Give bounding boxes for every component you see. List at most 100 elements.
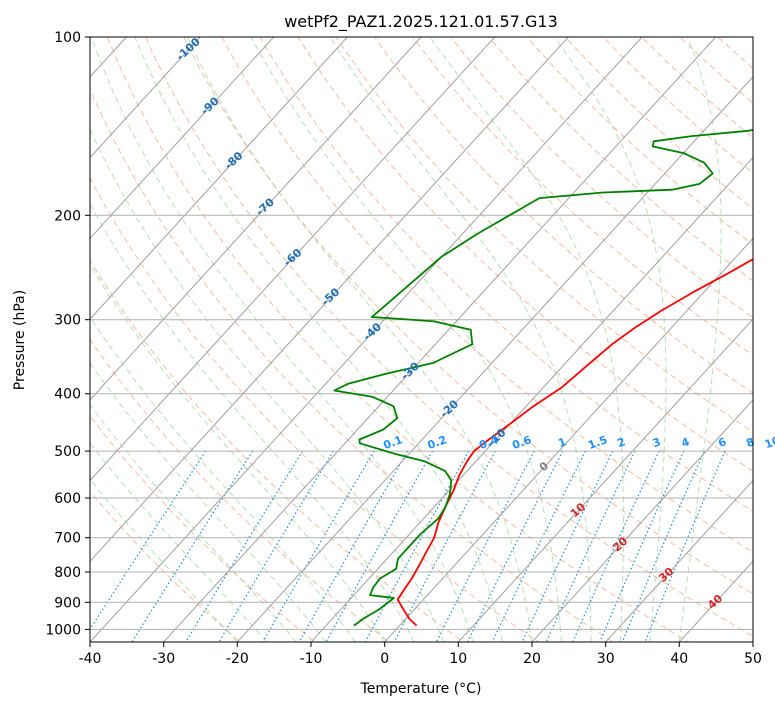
mixing-ratio-line xyxy=(599,450,685,642)
isotherm-line xyxy=(90,37,201,159)
y-tick-label: 100 xyxy=(54,30,81,46)
moist-adiabat-line xyxy=(90,37,474,642)
y-tick-label: 200 xyxy=(54,208,81,224)
dry-adiabat-line xyxy=(717,37,753,70)
mixing-ratio-label: 0.1 xyxy=(382,433,405,452)
isotherm-line xyxy=(310,156,753,642)
dry-adiabat-line xyxy=(412,37,753,356)
mixing-ratio-label: 10 xyxy=(763,434,775,452)
plot-frame xyxy=(89,36,754,643)
isotherm-line xyxy=(457,318,753,642)
mixing-ratio-line xyxy=(572,450,660,642)
mixing-ratio-line xyxy=(545,450,636,642)
y-tick-label: 700 xyxy=(54,531,81,547)
isotherm-line xyxy=(90,37,643,642)
mixing-ratio-line xyxy=(491,450,586,642)
moist-adiabat-line xyxy=(329,37,592,642)
isotherm-line xyxy=(162,37,717,642)
moist-adiabat-line xyxy=(90,362,327,642)
isotherm-line xyxy=(90,37,422,401)
mixing-ratio-line xyxy=(644,450,726,642)
mixing-ratio-line xyxy=(131,450,254,642)
dry-adiabat-line xyxy=(221,37,753,553)
isotherm-line xyxy=(752,641,753,642)
moist-adiabat-line xyxy=(90,263,386,642)
dry-adiabat-line xyxy=(335,37,753,433)
dry-adiabat-line xyxy=(90,415,316,642)
mixing-ratio-line xyxy=(521,450,614,642)
mixing-ratio-line xyxy=(218,450,334,642)
isotherm-line xyxy=(90,37,275,240)
mixing-ratio-label: 3 xyxy=(651,435,663,450)
mixing-ratio-label: 1 xyxy=(557,435,569,450)
mixing-ratio-line xyxy=(90,450,207,631)
dry-adiabat-line xyxy=(764,10,775,654)
y-tick-label: 300 xyxy=(54,313,81,329)
dry-adiabat-line xyxy=(602,37,753,174)
moist-adiabat-line xyxy=(134,37,503,642)
dry-adiabat-line xyxy=(373,37,753,394)
x-tick-label: 0 xyxy=(380,651,389,667)
isotherm-line xyxy=(678,560,753,642)
dry-adiabat-line xyxy=(90,88,615,642)
dewpoint-line xyxy=(333,129,753,627)
x-tick-label: -20 xyxy=(226,651,249,667)
mixing-ratio-label: 8 xyxy=(744,435,756,450)
dry-adiabat-line xyxy=(679,37,753,104)
mixing-ratio-label: 2 xyxy=(616,435,628,450)
x-tick-label: -30 xyxy=(152,651,175,667)
y-tick-label: 500 xyxy=(54,444,81,460)
isotherm-line xyxy=(90,37,496,482)
x-tick-label: 50 xyxy=(744,651,762,667)
isotherm-line xyxy=(383,237,753,642)
profile-series xyxy=(333,129,753,627)
dry-adiabat-line xyxy=(727,10,775,654)
moist-adiabat-line xyxy=(90,442,268,642)
y-axis-label: Pressure (hPa) xyxy=(12,290,28,390)
mixing-ratio-label: 0.2 xyxy=(426,433,449,452)
dry-adiabat-line xyxy=(90,177,540,642)
x-tick-label: 10 xyxy=(449,651,467,667)
dry-adiabat-line xyxy=(145,37,753,637)
dry-adiabat-line xyxy=(183,37,753,595)
mixing-ratio-line xyxy=(364,450,470,642)
x-axis-ticks: -40 -30 -20 -10 0 10 20 30 40 50 xyxy=(79,642,762,667)
y-tick-label: 900 xyxy=(54,595,81,611)
x-tick-label: 30 xyxy=(597,651,615,667)
x-axis-label: Temperature (°C) xyxy=(360,681,482,697)
pressure-gridlines xyxy=(90,37,753,630)
dry-adiabat-line xyxy=(488,37,753,282)
x-tick-label: 20 xyxy=(523,651,541,667)
isotherm-line xyxy=(90,37,349,320)
isotherm-line xyxy=(0,10,4,654)
mixing-ratio-line xyxy=(325,450,434,642)
chart-title: wetPf2_PAZ1.2025.121.01.57.G13 xyxy=(284,12,558,32)
moist-adiabat-line xyxy=(90,128,445,642)
isotherm-line xyxy=(236,76,753,642)
temperature-line xyxy=(396,258,753,627)
moist-adiabat-line xyxy=(429,37,624,642)
mixing-ratio-label: 4 xyxy=(680,435,692,450)
y-tick-label: 400 xyxy=(54,387,81,403)
isotherm-line xyxy=(604,479,753,642)
line-labels: -100-90-80-70-60-50-40-30-20-10010203040… xyxy=(174,35,775,612)
isotherm-line xyxy=(531,399,753,642)
background-lines xyxy=(0,10,775,654)
dry-adiabat-line xyxy=(106,37,690,642)
isotherm-line xyxy=(90,37,570,563)
y-axis-ticks: 100 200 300 400 500 600 700 800 900 1000 xyxy=(45,30,90,638)
x-tick-label: -40 xyxy=(79,651,102,667)
y-tick-label: 800 xyxy=(54,565,81,581)
moist-adiabat-line xyxy=(90,478,238,642)
dry-adiabat-line xyxy=(564,37,753,210)
mixing-ratio-line xyxy=(621,450,705,642)
moist-adiabat-line xyxy=(90,403,297,642)
moist-adiabat-line xyxy=(250,37,562,642)
y-tick-label: 1000 xyxy=(45,622,81,638)
moist-adiabat-line xyxy=(90,315,356,642)
mixing-ratio-line xyxy=(298,450,409,642)
dry-adiabat-line xyxy=(526,37,753,246)
moist-adiabat-line xyxy=(678,37,722,642)
mixing-ratio-label: 6 xyxy=(716,435,728,450)
dry-adiabat-line xyxy=(640,37,753,139)
